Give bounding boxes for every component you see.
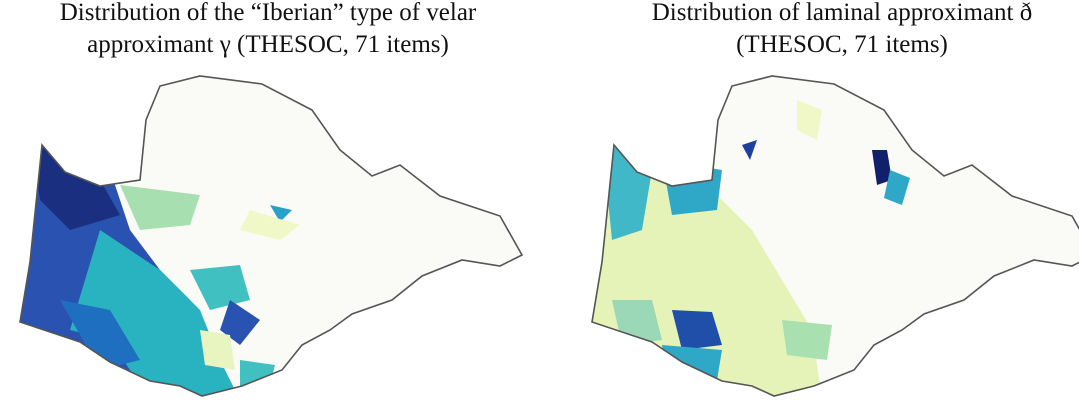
map-left: Distribution of the “Iberian” type of ve… [19, 0, 523, 397]
map-title: Distribution of laminal approximant ð [652, 0, 1033, 26]
map-title: Distribution of the “Iberian” type of ve… [60, 0, 477, 26]
map-right: Distribution of laminal approximant ð (T… [591, 0, 1079, 397]
region-shading [592, 100, 910, 396]
map-title: (THESOC, 71 items) [736, 31, 948, 58]
map-title: approximant γ (THESOC, 71 items) [87, 31, 449, 58]
